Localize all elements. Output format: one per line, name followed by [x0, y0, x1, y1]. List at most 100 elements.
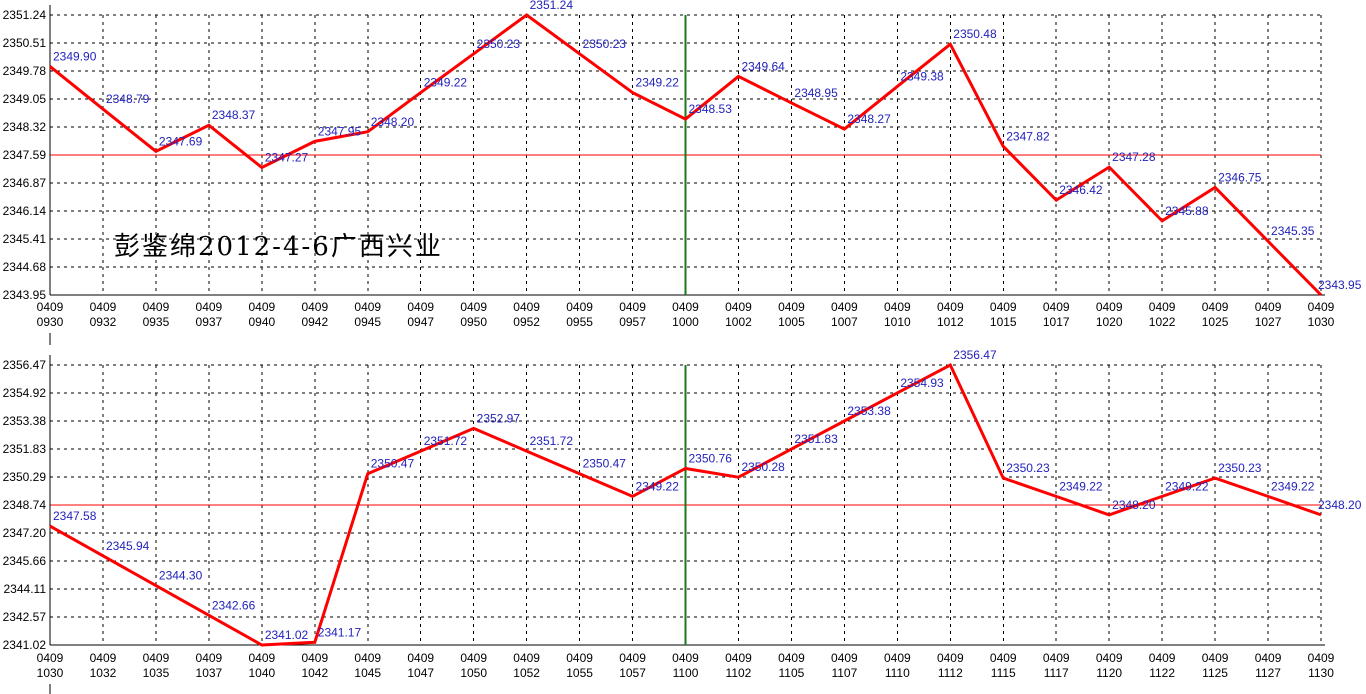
svg-text:0409: 0409: [672, 300, 699, 314]
svg-text:0409: 0409: [90, 300, 117, 314]
svg-text:0409: 0409: [1255, 651, 1282, 665]
svg-text:2351.24: 2351.24: [530, 0, 574, 12]
svg-text:0409: 0409: [990, 300, 1017, 314]
morning-session-chart: 2351.24 2350.51 2349.78 2349.05 2348.32 2347.…: [0, 0, 1366, 345]
y-tick-labels: 2351.24 2350.51 2349.78 2349.05 2348.32 2347.…: [3, 8, 47, 302]
svg-text:1035: 1035: [143, 666, 170, 680]
axes: [49, 5, 1325, 345]
svg-text:1055: 1055: [566, 666, 593, 680]
svg-text:2348.95: 2348.95: [794, 86, 838, 100]
svg-text:2344.11: 2344.11: [4, 582, 47, 596]
svg-text:1112: 1112: [938, 666, 963, 680]
svg-text:2350.23: 2350.23: [1218, 461, 1262, 475]
svg-text:2352.97: 2352.97: [477, 411, 521, 425]
svg-text:2356.47: 2356.47: [3, 358, 47, 372]
svg-text:0409: 0409: [143, 300, 170, 314]
svg-text:2349.38: 2349.38: [900, 69, 944, 83]
svg-text:0409: 0409: [1096, 651, 1123, 665]
svg-text:0409: 0409: [407, 300, 434, 314]
svg-text:2351.72: 2351.72: [530, 434, 574, 448]
svg-text:2350.51: 2350.51: [3, 36, 47, 50]
svg-text:0409: 0409: [1308, 300, 1335, 314]
svg-text:2341.17: 2341.17: [318, 625, 362, 639]
svg-text:2350.76: 2350.76: [689, 451, 733, 465]
svg-text:2348.79: 2348.79: [106, 92, 150, 106]
svg-text:2349.64: 2349.64: [741, 59, 785, 73]
svg-text:2343.95: 2343.95: [1318, 278, 1362, 292]
svg-text:2349.05: 2349.05: [3, 92, 47, 106]
svg-text:0937: 0937: [196, 315, 223, 329]
svg-text:2350.23: 2350.23: [477, 37, 521, 51]
svg-text:1037: 1037: [196, 666, 223, 680]
svg-text:0409: 0409: [831, 651, 858, 665]
svg-text:1022: 1022: [1149, 315, 1176, 329]
svg-text:1017: 1017: [1043, 315, 1070, 329]
svg-text:1122: 1122: [1149, 666, 1175, 680]
svg-text:0409: 0409: [619, 300, 646, 314]
svg-text:2341.02: 2341.02: [3, 638, 47, 652]
svg-text:2343.95: 2343.95: [3, 288, 47, 302]
svg-text:2350.29: 2350.29: [3, 470, 47, 484]
svg-text:2350.47: 2350.47: [583, 457, 627, 471]
morning-session-chart-canvas: 2351.24 2350.51 2349.78 2349.05 2348.32 2347.…: [3, 0, 1362, 345]
svg-text:0930: 0930: [37, 315, 64, 329]
svg-text:0409: 0409: [1308, 651, 1335, 665]
svg-text:2351.24: 2351.24: [3, 8, 47, 22]
svg-text:0950: 0950: [460, 315, 487, 329]
svg-text:2344.68: 2344.68: [3, 260, 47, 274]
svg-text:2349.78: 2349.78: [3, 64, 47, 78]
svg-text:2344.30: 2344.30: [159, 569, 203, 583]
svg-text:0409: 0409: [619, 651, 646, 665]
svg-text:1012: 1012: [937, 315, 964, 329]
svg-text:0409: 0409: [196, 651, 223, 665]
svg-text:0935: 0935: [143, 315, 170, 329]
svg-text:0409: 0409: [1096, 300, 1123, 314]
svg-text:2346.87: 2346.87: [3, 176, 47, 190]
svg-text:0409: 0409: [778, 300, 805, 314]
svg-text:0955: 0955: [566, 315, 593, 329]
svg-text:2354.92: 2354.92: [3, 386, 47, 400]
svg-text:1010: 1010: [884, 315, 911, 329]
svg-text:0409: 0409: [248, 651, 275, 665]
svg-text:0409: 0409: [1202, 651, 1229, 665]
svg-text:2348.20: 2348.20: [371, 115, 415, 129]
svg-text:0409: 0409: [1043, 651, 1070, 665]
svg-text:0409: 0409: [354, 651, 381, 665]
svg-text:0409: 0409: [460, 300, 487, 314]
svg-text:1047: 1047: [407, 666, 434, 680]
svg-text:2353.38: 2353.38: [847, 404, 891, 418]
svg-text:2345.41: 2345.41: [3, 232, 47, 246]
price-line: [49, 13, 1323, 297]
svg-text:0409: 0409: [37, 651, 64, 665]
svg-text:1120: 1120: [1096, 666, 1122, 680]
svg-text:2348.27: 2348.27: [847, 112, 891, 126]
svg-text:2347.82: 2347.82: [1006, 129, 1050, 143]
svg-text:1105: 1105: [779, 666, 805, 680]
svg-text:2350.23: 2350.23: [583, 37, 627, 51]
svg-text:0409: 0409: [90, 651, 117, 665]
svg-text:2346.14: 2346.14: [3, 204, 47, 218]
axes: [49, 355, 1325, 694]
svg-text:0409: 0409: [937, 300, 964, 314]
svg-text:1117: 1117: [1044, 666, 1069, 680]
late-morning-session-chart: 2356.47 2354.92 2353.38 2351.83 2350.29 2348.…: [0, 345, 1366, 694]
svg-text:0409: 0409: [884, 300, 911, 314]
svg-text:1125: 1125: [1202, 666, 1228, 680]
svg-text:2342.57: 2342.57: [3, 610, 47, 624]
svg-text:2347.59: 2347.59: [3, 148, 47, 162]
svg-text:0409: 0409: [1255, 300, 1282, 314]
svg-text:0409: 0409: [143, 651, 170, 665]
svg-text:1057: 1057: [619, 666, 646, 680]
x-tick-labels: 0409093004090932040909350409093704090940…: [37, 300, 1335, 329]
svg-text:1100: 1100: [673, 666, 699, 680]
svg-text:2348.37: 2348.37: [212, 108, 256, 122]
svg-text:2341.02: 2341.02: [265, 628, 309, 642]
late-morning-session-chart-canvas: 2356.47 2354.92 2353.38 2351.83 2350.29 2348.…: [3, 348, 1362, 694]
svg-text:2350.23: 2350.23: [1006, 461, 1050, 475]
svg-text:2351.72: 2351.72: [424, 434, 468, 448]
x-tick-labels: 0409103004091032040910350409103704091040…: [37, 651, 1335, 680]
svg-text:2350.28: 2350.28: [741, 460, 785, 474]
svg-text:2347.69: 2347.69: [159, 134, 203, 148]
svg-text:1115: 1115: [991, 666, 1016, 680]
svg-text:2342.66: 2342.66: [212, 598, 256, 612]
